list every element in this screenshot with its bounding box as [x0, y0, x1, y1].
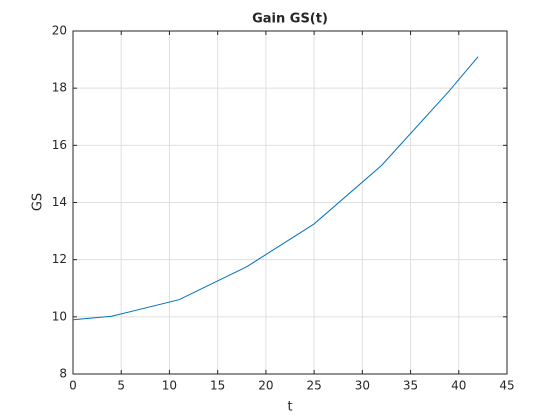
- y-tick-label: 16: [52, 138, 67, 152]
- y-tick-label: 20: [52, 24, 67, 38]
- data-line: [72, 56, 479, 321]
- x-tick-label: 35: [403, 379, 418, 393]
- x-tick-label: 10: [162, 379, 177, 393]
- y-tick-label: 12: [52, 252, 67, 266]
- x-tick-label: 5: [117, 379, 125, 393]
- x-axis-label: t: [287, 400, 292, 415]
- y-tick-label: 18: [52, 81, 67, 95]
- chart-title: Gain GS(t): [252, 12, 328, 27]
- x-tick-label: 0: [69, 379, 77, 393]
- x-tick-label: 45: [499, 379, 514, 393]
- y-tick-label: 10: [52, 309, 67, 323]
- y-axis-label: GS: [31, 193, 46, 211]
- y-tick-label: 14: [52, 195, 67, 209]
- axes-box: [72, 30, 508, 375]
- x-tick-label: 25: [306, 379, 321, 393]
- x-tick-label: 30: [355, 379, 370, 393]
- y-tick-label: 8: [59, 367, 67, 381]
- x-tick-label: 15: [210, 379, 225, 393]
- x-tick-label: 40: [451, 379, 466, 393]
- x-tick-label: 20: [258, 379, 273, 393]
